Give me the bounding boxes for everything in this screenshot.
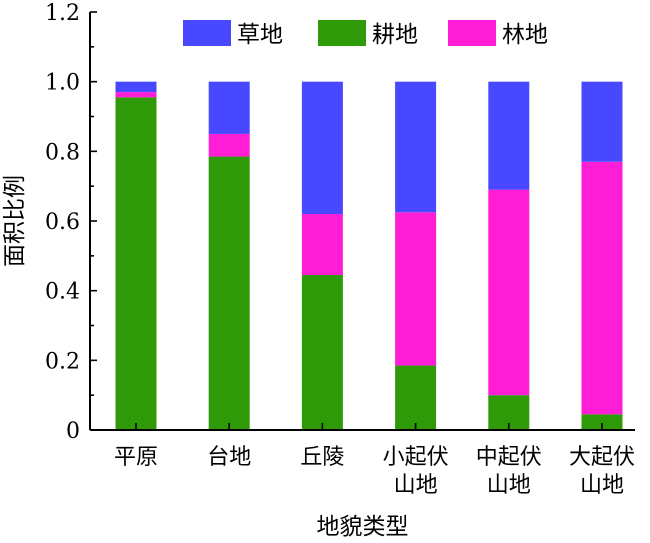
- y-tick-label: 1.0: [45, 71, 80, 96]
- bar-草地-1: [208, 81, 250, 134]
- bar-草地-2: [301, 81, 343, 215]
- x-tick-label: 平原: [114, 445, 158, 470]
- bar-耕地-5: [581, 414, 623, 430]
- x-tick-label: 山地: [394, 473, 438, 498]
- x-tick-label: 山地: [580, 473, 624, 498]
- bar-耕地-2: [301, 274, 343, 430]
- x-tick-label: 台地: [207, 445, 251, 470]
- bar-草地-4: [488, 81, 530, 190]
- bar-林地-3: [395, 212, 437, 366]
- legend-swatch-耕地: [318, 20, 366, 46]
- bar-group: [115, 81, 623, 430]
- x-axis-title: 地貌类型: [317, 514, 409, 540]
- bar-耕地-3: [395, 365, 437, 430]
- bar-草地-0: [115, 81, 157, 93]
- x-tick-label: 大起伏: [569, 445, 635, 470]
- y-tick-label: 0.6: [45, 210, 80, 235]
- y-tick-label: 0.2: [45, 349, 80, 374]
- y-axis-title: 面积比例: [2, 175, 28, 267]
- x-tick-label: 小起伏: [383, 445, 449, 470]
- bar-林地-2: [301, 214, 343, 275]
- y-tick-label: 0.4: [45, 280, 80, 305]
- x-tick-label: 丘陵: [300, 445, 344, 470]
- y-tick-label: 0.8: [45, 140, 80, 165]
- bar-林地-1: [208, 133, 250, 157]
- legend-swatch-草地: [183, 20, 231, 46]
- legend-label-草地: 草地: [237, 22, 283, 48]
- x-tick-label: 山地: [487, 473, 531, 498]
- bar-林地-5: [581, 161, 623, 415]
- x-tick-label: 中起伏: [476, 445, 542, 470]
- legend-label-林地: 林地: [502, 22, 548, 48]
- legend: 草地 耕地 林地: [183, 20, 548, 48]
- bar-耕地-1: [208, 156, 250, 430]
- bar-林地-4: [488, 189, 530, 396]
- bar-草地-3: [395, 81, 437, 213]
- bar-草地-5: [581, 81, 623, 162]
- legend-label-耕地: 耕地: [372, 22, 418, 48]
- y-tick-label: 1.2: [45, 1, 80, 26]
- bar-林地-0: [115, 92, 157, 98]
- legend-swatch-林地: [448, 20, 496, 46]
- bar-耕地-0: [115, 97, 157, 430]
- y-tick-label: 0: [66, 419, 80, 444]
